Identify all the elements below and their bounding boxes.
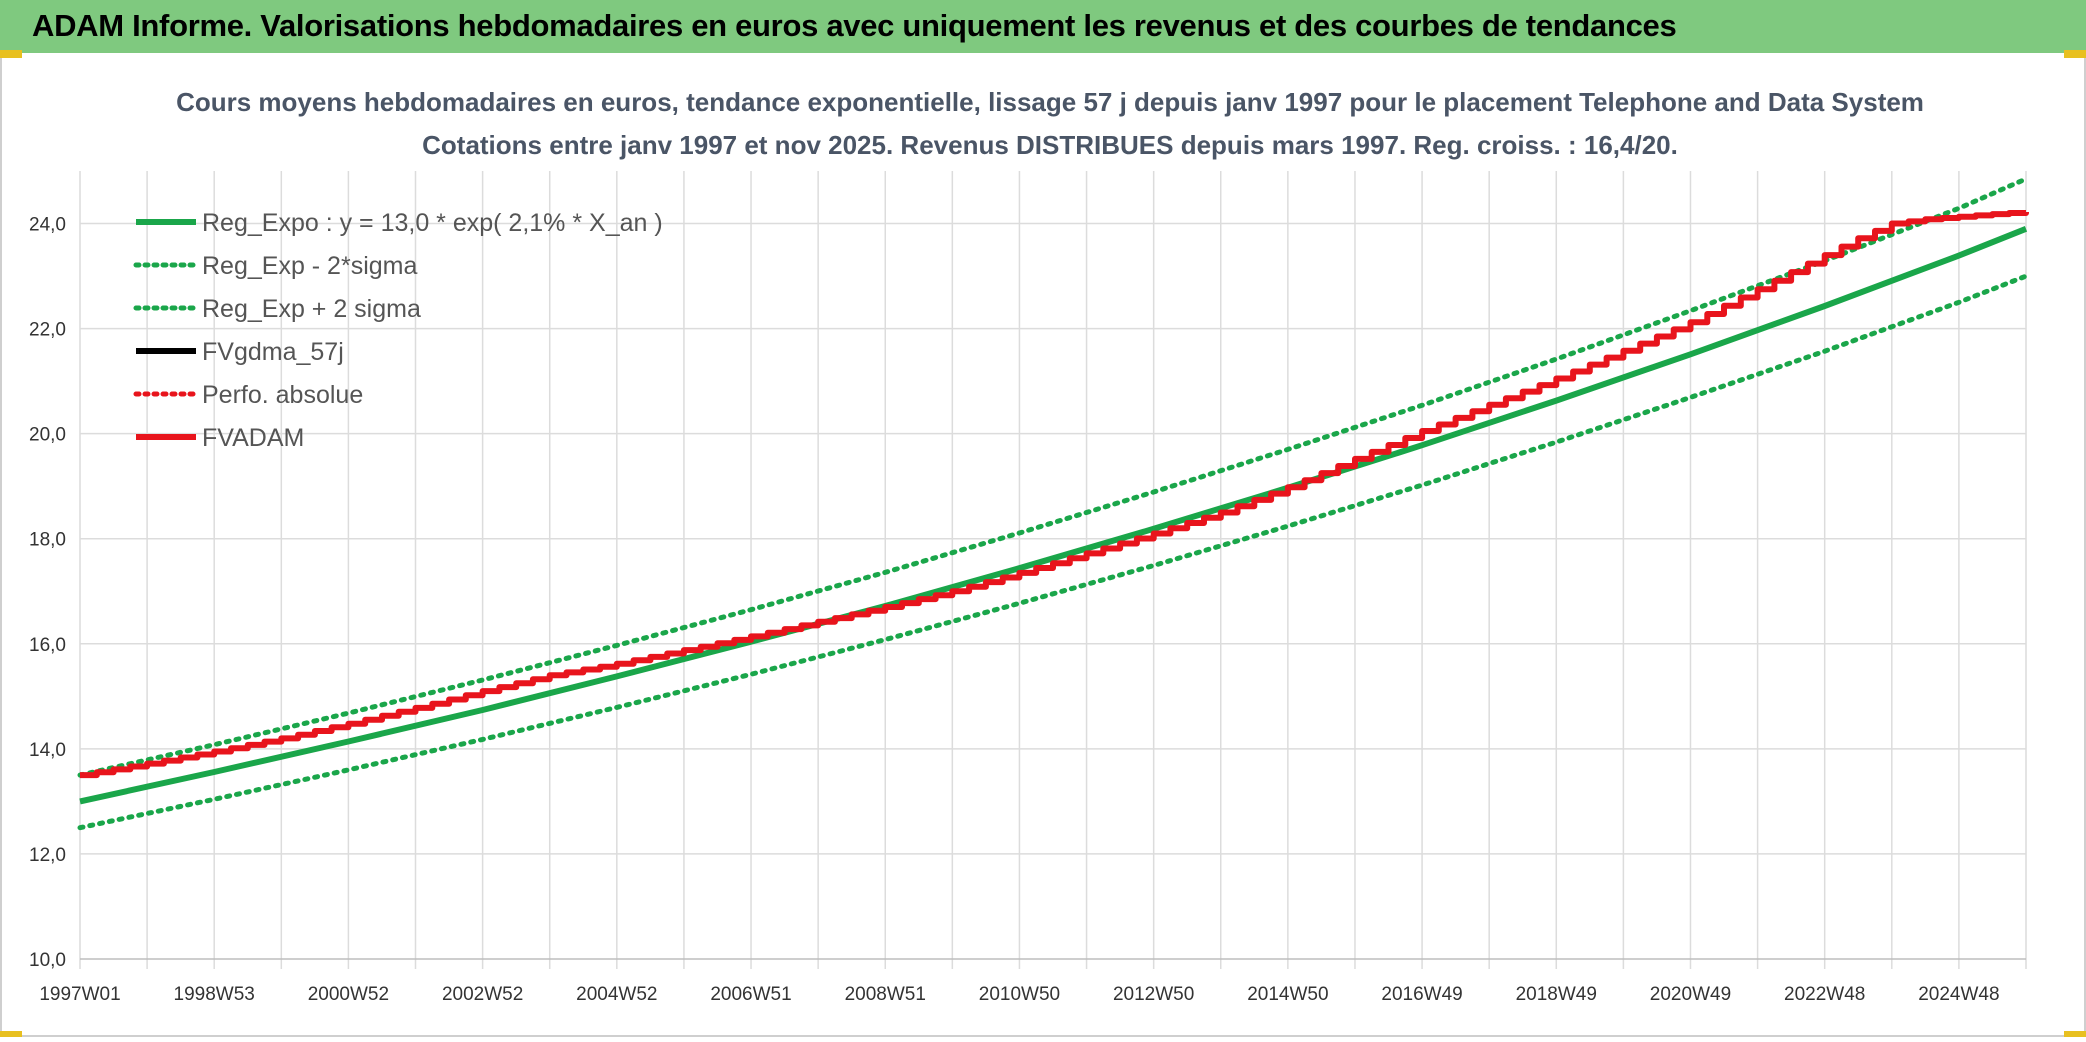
legend-label-2: Reg_Exp + 2 sigma — [202, 295, 421, 323]
y-tick-label: 12,0 — [29, 845, 66, 866]
x-tick-label: 2000W52 — [308, 984, 389, 1005]
x-tick-label: 2012W50 — [1113, 984, 1194, 1005]
x-tick-label: 2008W51 — [845, 984, 926, 1005]
corner-mark-top-left — [0, 50, 22, 58]
series-line-0 — [79, 226, 2028, 805]
x-tick-label: 1998W53 — [174, 984, 255, 1005]
corner-mark-bottom-left — [0, 1031, 22, 1037]
x-tick-label: 2006W51 — [710, 984, 791, 1005]
legend-label-0: Reg_Expo : y = 13,0 * exp( 2,1% * X_an ) — [202, 209, 663, 237]
legend-label-4: Perfo. absolue — [202, 381, 363, 409]
y-tick-label: 14,0 — [29, 740, 66, 761]
page-title: ADAM Informe. Valorisations hebdomadaire… — [32, 8, 1677, 43]
line-chart: 10,0 12,0 14,0 16,0 18,0 20,0 22,0 24,0 1997W01 1… — [29, 87, 2029, 1005]
x-tick-label: 2016W49 — [1381, 984, 1462, 1005]
y-tick-label: 18,0 — [29, 530, 66, 551]
x-tick-label: 2018W49 — [1516, 984, 1597, 1005]
series-line-2 — [77, 176, 2029, 778]
chart-legend: Reg_Expo : y = 13,0 * exp( 2,1% * X_an )… — [133, 209, 663, 452]
x-tick-label: 2014W50 — [1247, 984, 1328, 1005]
x-tick-label: 2020W49 — [1650, 984, 1731, 1005]
corner-mark-top-right — [2064, 50, 2086, 58]
header-banner: ADAM Informe. Valorisations hebdomadaire… — [0, 0, 2086, 56]
axes-layer: 10,0 12,0 14,0 16,0 18,0 20,0 22,0 24,0 1997W01 1… — [29, 215, 2026, 1005]
legend-label-3: FVgdma_57j — [202, 338, 344, 366]
corner-mark-bottom-right — [2064, 1031, 2086, 1037]
x-tick-label: 1997W01 — [39, 984, 120, 1005]
series-layer — [77, 176, 2029, 831]
y-tick-label: 24,0 — [29, 215, 66, 236]
chart-title-line-1: Cours moyens hebdomadaires en euros, ten… — [176, 87, 1924, 117]
chart-title-line-2: Cotations entre janv 1997 et nov 2025. R… — [422, 130, 1678, 160]
grid-layer — [79, 171, 2027, 969]
chart-area: 10,0 12,0 14,0 16,0 18,0 20,0 22,0 24,0 1997W01 1… — [0, 58, 2086, 1037]
series-line-5 — [80, 210, 2029, 779]
legend-label-1: Reg_Exp - 2*sigma — [202, 252, 417, 280]
legend-label-5: FVADAM — [202, 424, 304, 452]
x-tick-label: 2004W52 — [576, 984, 657, 1005]
x-tick-label: 2022W48 — [1784, 984, 1865, 1005]
x-tick-label: 2024W48 — [1918, 984, 1999, 1005]
y-tick-label: 16,0 — [29, 635, 66, 656]
y-tick-label: 22,0 — [29, 320, 66, 341]
y-tick-label: 10,0 — [29, 950, 66, 971]
x-tick-label: 2002W52 — [442, 984, 523, 1005]
x-tick-label: 2010W50 — [979, 984, 1060, 1005]
series-line-1 — [77, 273, 2029, 831]
y-tick-label: 20,0 — [29, 425, 66, 446]
